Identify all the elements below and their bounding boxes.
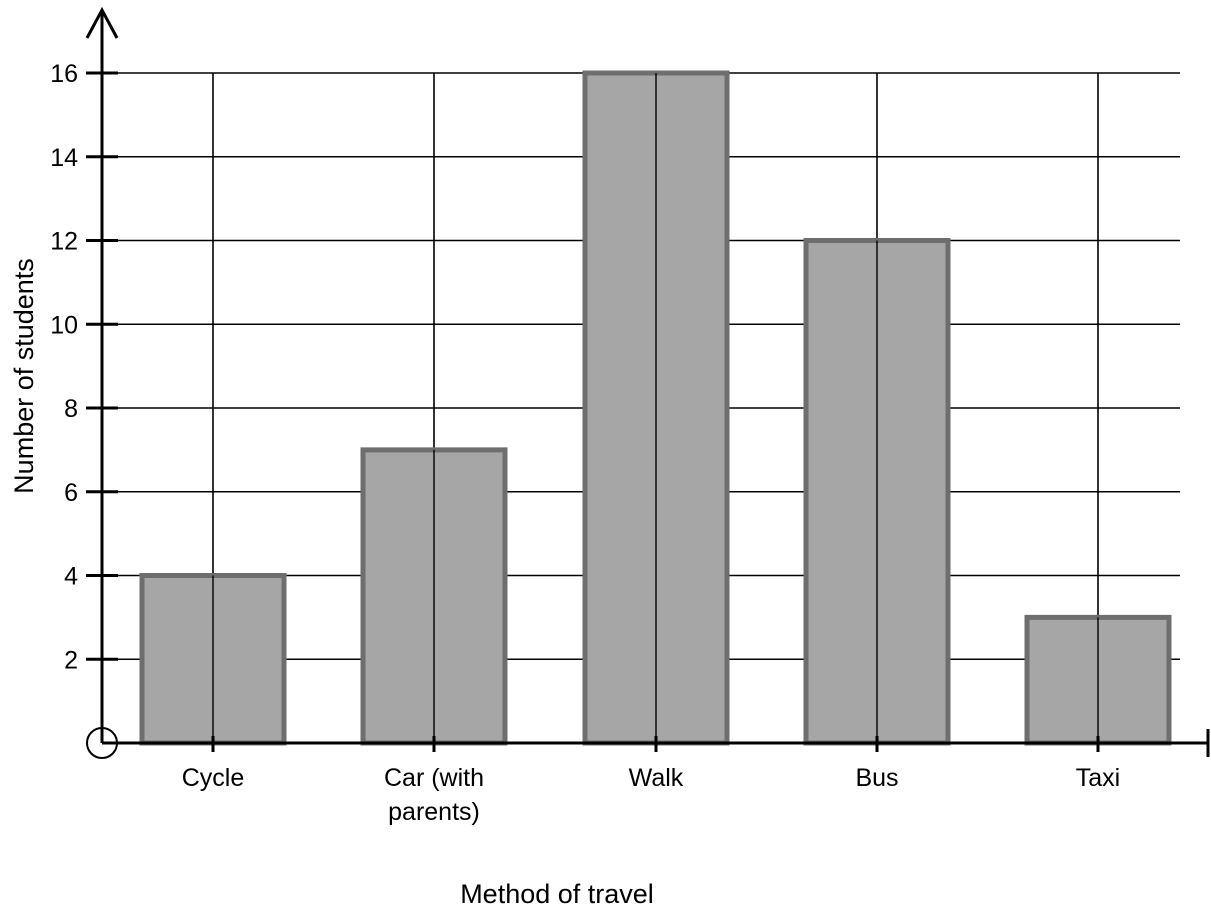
- x-category-label: Car (with: [384, 764, 484, 792]
- y-tick-label: 8: [64, 395, 78, 423]
- y-tick-label: 12: [50, 228, 78, 256]
- y-tick-label: 14: [50, 144, 78, 172]
- y-tick-label: 16: [50, 60, 78, 88]
- x-category-label: Bus: [855, 764, 898, 792]
- y-tick-label: 10: [50, 311, 78, 339]
- x-category-label: Walk: [629, 764, 684, 792]
- origin-marker: [86, 727, 118, 759]
- y-tick-label: 2: [64, 646, 78, 674]
- y-tick-labels: 2 4 6 8 10 12 14 16: [50, 60, 118, 674]
- x-category-label: Cycle: [182, 764, 245, 792]
- x-category-labels: Cycle Car (with parents) Walk Bus Taxi: [182, 736, 1120, 826]
- bars: [139, 70, 1172, 746]
- x-category-label: Taxi: [1076, 764, 1120, 792]
- y-tick-label: 6: [64, 479, 78, 507]
- x-category-label: parents): [388, 798, 480, 826]
- y-tick-label: 4: [64, 563, 78, 591]
- x-axis-title: Method of travel: [460, 879, 654, 909]
- y-axis-arrow: [85, 6, 119, 39]
- y-axis-title: Number of students: [9, 258, 39, 494]
